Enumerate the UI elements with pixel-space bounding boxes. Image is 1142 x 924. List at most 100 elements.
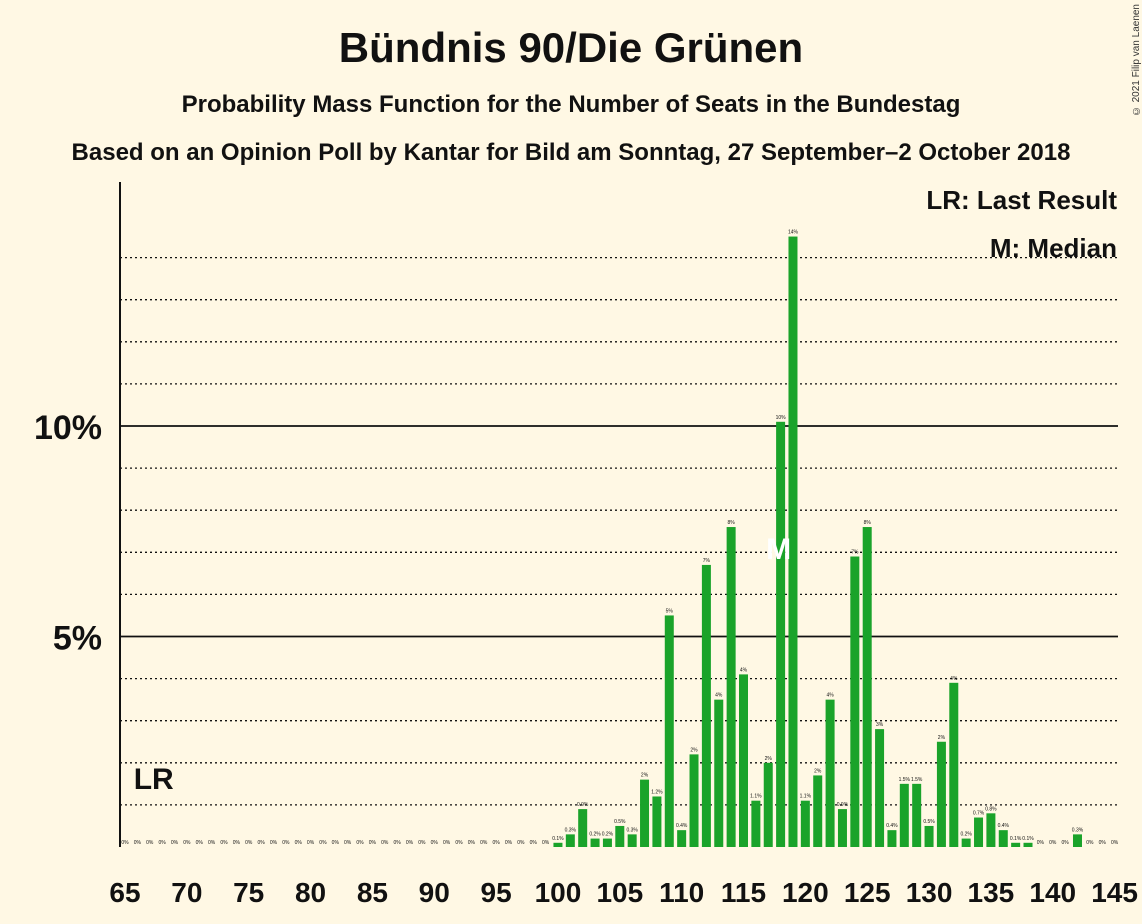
value-label-seat-99: 0% <box>542 840 550 846</box>
value-label-seat-115: 4% <box>740 667 748 673</box>
value-label-seat-110: 0.4% <box>676 823 688 829</box>
x-tick-label: 95 <box>481 877 512 908</box>
bar-seat-128 <box>899 783 909 847</box>
value-label-seat-100: 0.1% <box>552 836 564 842</box>
value-label-seat-98: 0% <box>530 840 538 846</box>
bar-seat-102 <box>578 809 588 847</box>
chart-source: Based on an Opinion Poll by Kantar for B… <box>71 139 1071 166</box>
value-label-seat-136: 0.4% <box>998 823 1010 829</box>
bar-seat-110 <box>677 830 687 847</box>
value-label-seat-92: 0% <box>455 840 463 846</box>
value-label-seat-106: 0.3% <box>626 827 638 833</box>
value-label-seat-134: 0.7% <box>973 811 985 817</box>
value-label-seat-123: 0.9% <box>837 802 849 808</box>
value-label-seat-85: 0% <box>369 840 377 846</box>
value-label-seat-124: 7% <box>851 550 859 556</box>
value-label-seat-93: 0% <box>468 840 476 846</box>
value-label-seat-84: 0% <box>356 840 364 846</box>
value-label-seat-75: 0% <box>245 840 253 846</box>
y-tick-label: 5% <box>53 620 102 658</box>
value-label-seat-70: 0% <box>183 840 191 846</box>
x-tick-label: 120 <box>782 877 829 908</box>
last-result-marker: LR <box>134 763 174 796</box>
value-label-seat-80: 0% <box>307 840 315 846</box>
bar-seat-119 <box>788 236 798 848</box>
bar-seat-106 <box>627 834 637 847</box>
value-label-seat-126: 3% <box>876 722 884 728</box>
value-label-seat-66: 0% <box>134 840 142 846</box>
bar-seat-133 <box>961 838 971 847</box>
value-label-seat-122: 4% <box>826 693 834 699</box>
bar-seat-107 <box>640 779 650 847</box>
value-label-seat-65: 0% <box>121 840 129 846</box>
bar-seat-113 <box>714 699 724 847</box>
x-tick-label: 80 <box>295 877 326 908</box>
value-label-seat-73: 0% <box>220 840 228 846</box>
x-tick-label: 140 <box>1029 877 1076 908</box>
bar-seat-100 <box>553 842 563 847</box>
bar-seat-104 <box>602 838 612 847</box>
value-label-seat-96: 0% <box>505 840 513 846</box>
value-label-seat-68: 0% <box>158 840 166 846</box>
value-label-seat-114: 8% <box>728 520 736 526</box>
bar-seat-117 <box>763 762 773 847</box>
legend-last-result: LR: Last Result <box>926 185 1117 215</box>
value-label-seat-128: 1.5% <box>899 777 911 783</box>
value-label-seat-97: 0% <box>517 840 525 846</box>
bar-seat-142 <box>1072 834 1082 847</box>
bar-seat-132 <box>949 682 959 847</box>
x-tick-label: 135 <box>968 877 1015 908</box>
value-label-seat-121: 2% <box>814 768 822 774</box>
bar-seat-123 <box>837 809 847 847</box>
bar-seat-134 <box>974 817 984 847</box>
value-label-seat-135: 0.8% <box>985 806 997 812</box>
bar-seat-125 <box>862 527 872 847</box>
x-tick-label: 145 <box>1091 877 1138 908</box>
value-label-seat-127: 0.4% <box>886 823 898 829</box>
bar-seat-114 <box>726 527 736 847</box>
bar-seat-108 <box>652 796 662 847</box>
value-label-seat-89: 0% <box>418 840 426 846</box>
value-label-seat-77: 0% <box>270 840 278 846</box>
value-label-seat-102: 0.9% <box>577 802 589 808</box>
value-label-seat-120: 1.1% <box>800 794 812 800</box>
value-label-seat-83: 0% <box>344 840 352 846</box>
x-tick-label: 65 <box>109 877 140 908</box>
x-tick-label: 85 <box>357 877 388 908</box>
value-label-seat-101: 0.3% <box>565 827 577 833</box>
value-label-seat-103: 0.2% <box>589 832 601 838</box>
bar-seat-137 <box>1011 842 1021 847</box>
bar-seat-103 <box>590 838 600 847</box>
x-tick-label: 100 <box>535 877 582 908</box>
x-tick-label: 75 <box>233 877 264 908</box>
value-label-seat-88: 0% <box>406 840 414 846</box>
value-label-seat-118: 10% <box>776 415 787 421</box>
bar-seat-135 <box>986 813 996 847</box>
value-label-seat-82: 0% <box>332 840 340 846</box>
bar-seat-129 <box>912 783 922 847</box>
value-label-seat-69: 0% <box>171 840 179 846</box>
value-label-seat-129: 1.5% <box>911 777 923 783</box>
value-label-seat-79: 0% <box>295 840 303 846</box>
bar-seat-112 <box>701 564 711 847</box>
value-label-seat-108: 1.2% <box>651 789 663 795</box>
x-tick-label: 105 <box>596 877 643 908</box>
value-label-seat-90: 0% <box>431 840 439 846</box>
value-label-seat-130: 0.5% <box>923 819 935 825</box>
value-label-seat-125: 8% <box>864 520 872 526</box>
value-label-seat-71: 0% <box>196 840 204 846</box>
value-label-seat-87: 0% <box>394 840 402 846</box>
value-label-seat-94: 0% <box>480 840 488 846</box>
value-label-seat-105: 0.5% <box>614 819 626 825</box>
bar-seat-101 <box>565 834 575 847</box>
value-label-seat-133: 0.2% <box>960 832 972 838</box>
value-label-seat-131: 2% <box>938 735 946 741</box>
legend-median: M: Median <box>990 233 1117 263</box>
value-label-seat-144: 0% <box>1099 840 1107 846</box>
value-label-seat-139: 0% <box>1037 840 1045 846</box>
x-tick-label: 130 <box>906 877 953 908</box>
bar-seat-122 <box>825 699 835 847</box>
value-label-seat-111: 2% <box>690 747 698 753</box>
value-label-seat-113: 4% <box>715 693 723 699</box>
